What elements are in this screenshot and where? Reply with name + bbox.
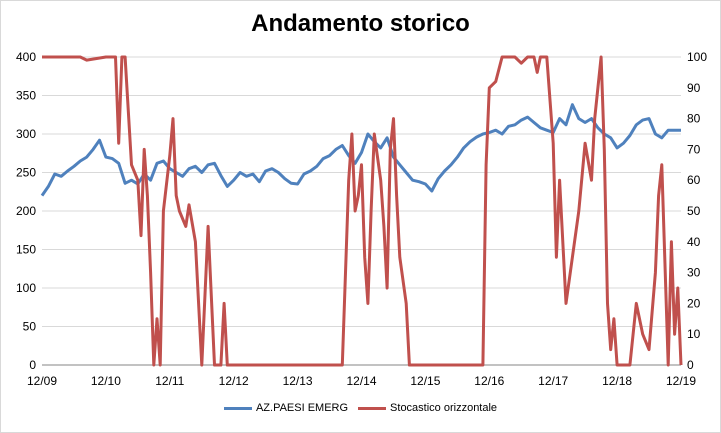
y-left-tick-label: 100 xyxy=(16,281,36,295)
legend-item-series-1: AZ.PAESI EMERG xyxy=(223,402,349,414)
chart-title: Andamento storico xyxy=(251,10,470,37)
x-tick-label: 12/17 xyxy=(538,374,568,388)
left-axis-ticks: 0 50 100 150 200 250 300 350 400 xyxy=(16,50,36,372)
y-left-tick-label: 350 xyxy=(16,89,36,103)
y-right-tick-label: 0 xyxy=(687,358,694,372)
legend-swatch xyxy=(358,406,387,410)
y-right-tick-label: 50 xyxy=(687,204,701,218)
y-right-tick-label: 30 xyxy=(687,266,701,280)
x-tick-label: 12/19 xyxy=(666,374,696,388)
y-left-tick-label: 150 xyxy=(16,243,36,257)
series-line-2 xyxy=(42,55,683,367)
series-lines xyxy=(40,55,683,367)
x-tick-label: 12/18 xyxy=(602,374,632,388)
x-tick-label: 12/12 xyxy=(219,374,249,388)
x-axis-ticks: 12/09 12/10 12/11 12/12 12/13 12/14 12/15 12/16… xyxy=(27,374,696,388)
series-line-1 xyxy=(40,103,681,197)
legend: AZ.PAESI EMERG Stocastico orizzontale xyxy=(0,402,721,414)
y-right-tick-label: 100 xyxy=(687,50,707,64)
gridlines xyxy=(42,56,681,366)
x-tick-label: 12/15 xyxy=(410,374,440,388)
y-right-tick-label: 70 xyxy=(687,142,701,156)
y-left-tick-label: 400 xyxy=(16,50,36,64)
y-left-tick-label: 250 xyxy=(16,166,36,180)
y-left-tick-label: 0 xyxy=(29,358,36,372)
x-tick-label: 12/14 xyxy=(346,374,376,388)
x-tick-label: 12/13 xyxy=(283,374,313,388)
y-right-tick-label: 10 xyxy=(687,327,701,341)
y-right-tick-label: 80 xyxy=(687,112,701,126)
y-right-tick-label: 40 xyxy=(687,235,701,249)
x-tick-label: 12/11 xyxy=(155,374,184,388)
x-tick-label: 12/16 xyxy=(474,374,504,388)
legend-label: Stocastico orizzontale xyxy=(390,402,498,414)
y-right-tick-label: 90 xyxy=(687,81,701,95)
right-axis-ticks: 0 10 20 30 40 50 60 70 80 90 100 xyxy=(687,50,707,372)
y-left-tick-label: 50 xyxy=(23,320,37,334)
y-right-tick-label: 60 xyxy=(687,173,701,187)
y-left-tick-label: 200 xyxy=(16,204,36,218)
x-tick-label: 12/10 xyxy=(91,374,121,388)
y-left-tick-label: 300 xyxy=(16,127,36,141)
legend-item-series-2: Stocastico orizzontale xyxy=(358,402,497,414)
x-tick-label: 12/09 xyxy=(27,374,57,388)
legend-swatch xyxy=(223,406,252,410)
y-right-tick-label: 20 xyxy=(687,296,701,310)
legend-label: AZ.PAESI EMERG xyxy=(255,402,349,414)
